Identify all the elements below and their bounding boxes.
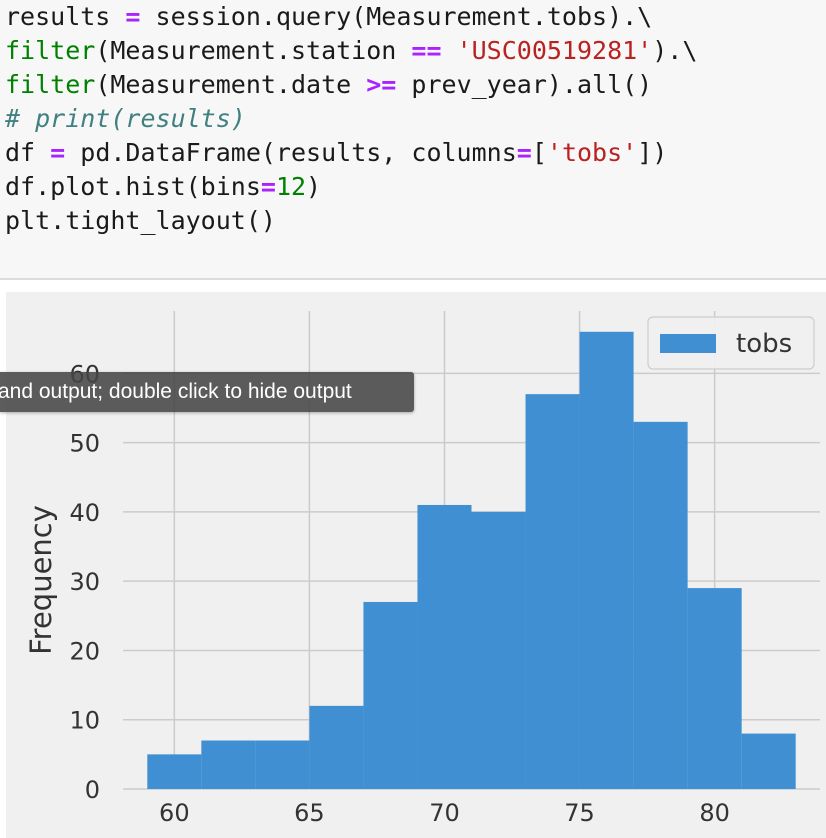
x-tick-label: 65 xyxy=(294,799,325,827)
y-tick-label: 10 xyxy=(69,707,100,735)
y-axis-label: Frequency xyxy=(24,505,58,655)
code-editor[interactable]: results = session.query(Measurement.tobs… xyxy=(5,0,697,238)
x-tick-label: 80 xyxy=(699,799,730,827)
code-line: df = pd.DataFrame(results, columns=['tob… xyxy=(5,136,697,170)
histogram-bar xyxy=(255,740,310,789)
histogram-bar xyxy=(687,588,742,789)
histogram-bar xyxy=(741,733,796,789)
code-token: = xyxy=(50,138,66,167)
code-token: df.plot.hist(bins xyxy=(5,172,261,201)
code-token: filter xyxy=(5,36,96,65)
code-token: # print(results) xyxy=(5,104,246,133)
x-tick-label: 70 xyxy=(429,799,460,827)
histogram-chart: 60657075800102030405060Frequencytobs xyxy=(6,292,826,838)
code-token: results xyxy=(5,2,126,31)
histogram-bar xyxy=(147,754,202,789)
code-token: ).\ xyxy=(652,36,698,65)
histogram-bar xyxy=(417,504,472,789)
code-token: (Measurement.date xyxy=(95,70,367,99)
x-tick-label: 60 xyxy=(159,799,190,827)
y-tick-label: 40 xyxy=(69,499,100,527)
histogram-bar xyxy=(579,331,634,789)
code-token: prev_year).all() xyxy=(396,70,653,99)
legend-label: tobs xyxy=(736,329,792,359)
code-token: 'tobs' xyxy=(546,138,638,167)
histogram-bar xyxy=(633,421,688,789)
code-cell[interactable]: results = session.query(Measurement.tobs… xyxy=(0,0,826,280)
code-token: (Measurement.station xyxy=(95,36,412,65)
y-tick-label: 50 xyxy=(69,430,100,458)
code-line: # print(results) xyxy=(5,102,697,136)
code-token: = xyxy=(516,138,532,167)
y-tick-label: 0 xyxy=(85,776,100,804)
code-token: 12 xyxy=(275,172,307,201)
histogram-bar xyxy=(363,601,418,789)
code-token: pd.DataFrame(results, columns xyxy=(65,138,517,167)
code-token: = xyxy=(125,2,141,31)
output-area[interactable]: 60657075800102030405060Frequencytobs xyxy=(6,292,826,838)
code-token: filter xyxy=(5,70,96,99)
histogram-bar xyxy=(201,740,256,789)
histogram-bar xyxy=(471,511,526,789)
histogram-bar xyxy=(525,394,580,789)
code-token: session.query(Measurement.tobs).\ xyxy=(140,2,653,31)
code-line: df.plot.hist(bins=12) xyxy=(5,170,697,204)
code-token: 'USC00519281' xyxy=(456,36,653,65)
code-line: filter(Measurement.station == 'USC005192… xyxy=(5,34,697,68)
code-line: plt.tight_layout() xyxy=(5,204,697,238)
histogram-bar xyxy=(309,705,364,789)
code-token xyxy=(442,36,457,65)
legend-swatch xyxy=(660,334,716,353)
code-line: filter(Measurement.date >= prev_year).al… xyxy=(5,68,697,102)
code-token: == xyxy=(411,36,442,65)
code-token: df xyxy=(5,138,51,167)
code-token: ]) xyxy=(637,138,668,167)
output-tooltip: and output; double click to hide output xyxy=(0,372,414,412)
y-tick-label: 20 xyxy=(69,637,100,665)
y-tick-label: 30 xyxy=(69,568,100,596)
code-token: plt.tight_layout() xyxy=(5,206,276,235)
code-token: >= xyxy=(366,70,397,99)
x-tick-label: 75 xyxy=(564,799,595,827)
code-token: ) xyxy=(306,172,322,201)
tooltip-text: and output; double click to hide output xyxy=(0,380,352,403)
legend-box xyxy=(647,316,815,370)
code-token: = xyxy=(260,172,276,201)
code-line: results = session.query(Measurement.tobs… xyxy=(5,0,697,34)
code-token: [ xyxy=(531,138,547,167)
